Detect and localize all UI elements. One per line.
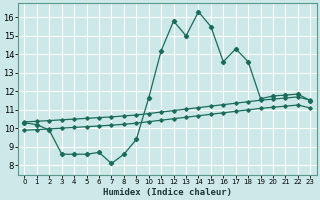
X-axis label: Humidex (Indice chaleur): Humidex (Indice chaleur) <box>103 188 232 197</box>
